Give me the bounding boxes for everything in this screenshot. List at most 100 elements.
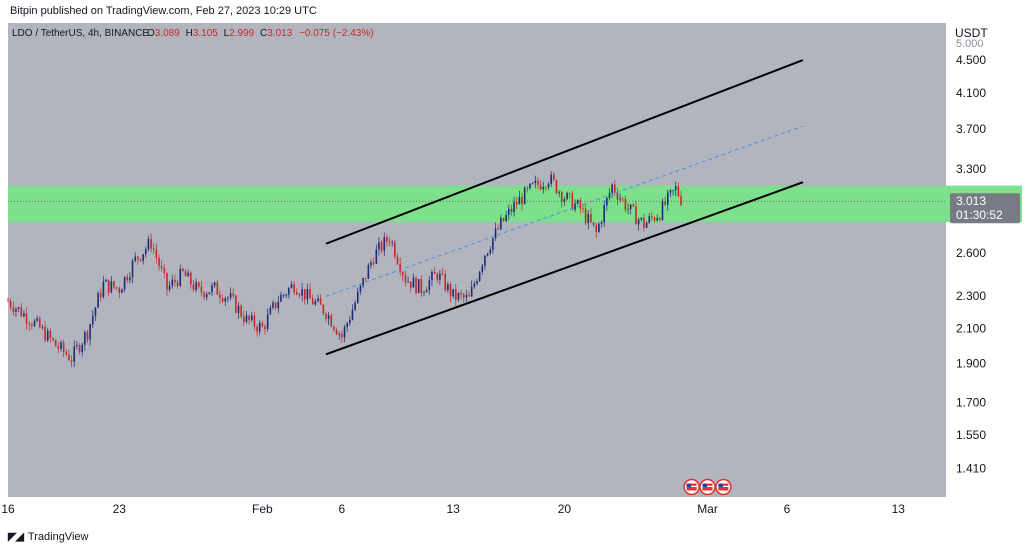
candle-body bbox=[309, 289, 311, 299]
candle-body bbox=[12, 307, 15, 313]
flag-canton bbox=[686, 483, 692, 487]
candle-body bbox=[515, 202, 518, 205]
candle-body bbox=[420, 279, 423, 294]
candle-body bbox=[492, 238, 494, 250]
legend-open-label: O bbox=[147, 28, 155, 39]
candle-body bbox=[219, 294, 221, 299]
time-axis-tick: Mar bbox=[697, 502, 718, 516]
candle-body bbox=[224, 298, 227, 302]
time-axis-background[interactable] bbox=[0, 497, 1024, 523]
legend-high-value: 3.105 bbox=[193, 28, 218, 39]
candle-body bbox=[94, 307, 97, 316]
candle-body bbox=[81, 344, 83, 353]
candle-body bbox=[399, 263, 401, 273]
time-axis-tick: 13 bbox=[446, 502, 460, 516]
candle-body bbox=[86, 332, 89, 340]
candle-body bbox=[142, 254, 144, 261]
legend-low-value: 2.999 bbox=[229, 28, 254, 39]
time-axis-tick: 6 bbox=[784, 502, 791, 516]
candle-body bbox=[52, 337, 54, 341]
candle-body bbox=[386, 236, 388, 242]
legend-ohlc: O3.089 H3.105 L2.999 C3.013 −0.075 (−2.4… bbox=[147, 28, 374, 39]
candle-body bbox=[380, 242, 383, 251]
candle-body bbox=[539, 184, 542, 190]
time-axis-tick: 6 bbox=[339, 502, 346, 516]
candle-body bbox=[497, 228, 499, 230]
candle-body bbox=[41, 326, 44, 328]
candle-body bbox=[563, 199, 566, 202]
candle-body bbox=[229, 293, 232, 298]
tradingview-logo[interactable]: ◤◢ TradingView bbox=[8, 530, 88, 544]
candle-body bbox=[216, 282, 219, 295]
candle-body bbox=[137, 256, 139, 260]
candle-body bbox=[253, 315, 256, 327]
candle-body bbox=[158, 257, 160, 267]
candle-body bbox=[388, 241, 391, 243]
candle-body bbox=[258, 323, 261, 332]
candle-body bbox=[635, 206, 637, 225]
candle-body bbox=[394, 242, 396, 257]
legend-change: −0.075 (−2.43%) bbox=[299, 28, 374, 39]
candle-body bbox=[659, 218, 661, 220]
candle-body bbox=[290, 284, 293, 289]
candle-body bbox=[115, 287, 118, 289]
candle-body bbox=[669, 190, 672, 193]
candle-body bbox=[65, 351, 68, 355]
candle-body bbox=[611, 184, 613, 194]
candle-body bbox=[534, 180, 537, 184]
candle-body bbox=[261, 323, 264, 327]
candle-body bbox=[378, 242, 380, 250]
candle-body bbox=[335, 329, 338, 335]
candle-body bbox=[441, 273, 444, 275]
candle-body bbox=[545, 186, 547, 188]
candle-body bbox=[54, 340, 57, 347]
candle-body bbox=[640, 217, 643, 220]
candle-body bbox=[494, 228, 497, 239]
candle-body bbox=[60, 342, 62, 349]
candle-body bbox=[404, 275, 407, 283]
candle-body bbox=[205, 294, 208, 298]
candle-body bbox=[73, 346, 76, 362]
candle-body bbox=[584, 208, 587, 224]
candle-body bbox=[550, 174, 552, 184]
price-axis-currency[interactable]: USDT bbox=[955, 26, 988, 40]
price-axis-tick: 2.600 bbox=[956, 246, 986, 260]
price-axis-tick: 2.100 bbox=[956, 321, 986, 335]
price-axis-background[interactable] bbox=[948, 23, 1022, 497]
candle-body bbox=[7, 300, 9, 302]
top-bar: Bitpin published on TradingView.com, Feb… bbox=[0, 0, 1024, 22]
candle-body bbox=[523, 187, 526, 205]
candle-body bbox=[269, 307, 272, 315]
candle-body bbox=[513, 202, 515, 213]
candle-body bbox=[402, 272, 404, 276]
candle-body bbox=[502, 218, 505, 222]
price-axis-tick: 3.700 bbox=[956, 122, 986, 136]
candle-body bbox=[89, 324, 91, 340]
plot-background[interactable] bbox=[8, 23, 946, 497]
legend-open-value: 3.089 bbox=[155, 28, 180, 39]
candle-body bbox=[325, 313, 327, 319]
candle-body bbox=[473, 283, 476, 287]
candle-body bbox=[518, 196, 521, 205]
candle-body bbox=[15, 308, 17, 313]
candle-body bbox=[624, 198, 627, 210]
candle-body bbox=[447, 284, 449, 291]
channel-lower-line bbox=[325, 181, 804, 356]
candle-body bbox=[192, 284, 195, 290]
candle-body bbox=[272, 302, 274, 308]
candle-body bbox=[123, 276, 126, 290]
candle-body bbox=[505, 214, 507, 222]
candle-body bbox=[240, 305, 242, 317]
candle-body bbox=[558, 192, 560, 194]
candle-body bbox=[57, 346, 60, 349]
candle-body bbox=[200, 286, 203, 293]
candle-body bbox=[531, 183, 534, 184]
candle-body bbox=[163, 268, 166, 273]
candle-body bbox=[341, 333, 343, 338]
candle-body bbox=[560, 192, 563, 202]
candle-body bbox=[195, 282, 197, 290]
candle-body bbox=[70, 360, 73, 362]
channel-upper-line bbox=[325, 59, 804, 245]
candle-body bbox=[36, 318, 38, 321]
